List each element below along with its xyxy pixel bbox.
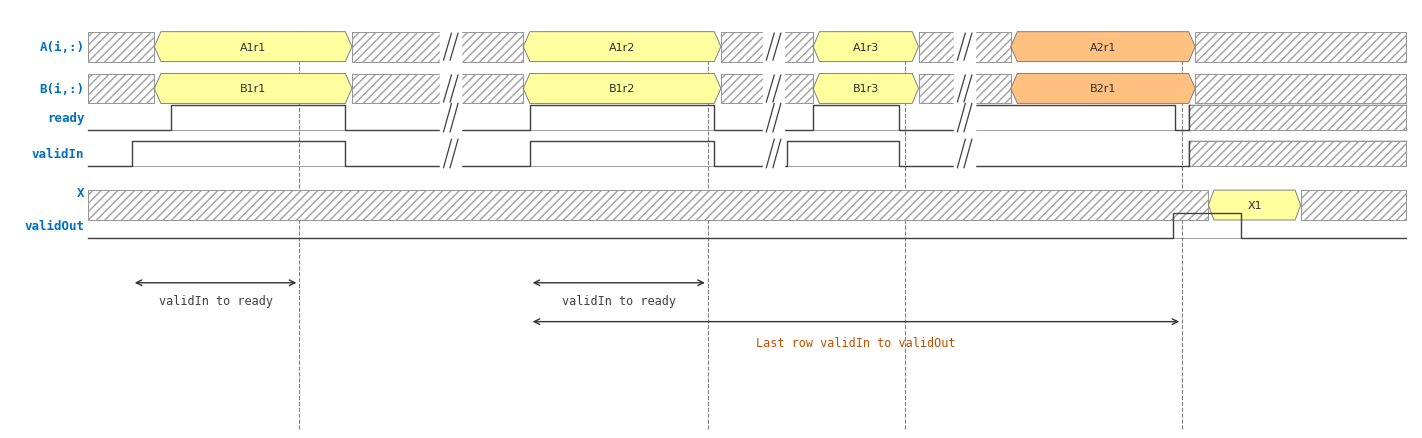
Text: ready: ready bbox=[47, 112, 84, 125]
FancyBboxPatch shape bbox=[919, 32, 1011, 63]
Polygon shape bbox=[1011, 74, 1196, 104]
FancyBboxPatch shape bbox=[721, 74, 813, 104]
Polygon shape bbox=[523, 74, 721, 104]
Polygon shape bbox=[813, 32, 919, 63]
Polygon shape bbox=[155, 32, 353, 63]
FancyBboxPatch shape bbox=[1196, 32, 1406, 63]
Text: B2r1: B2r1 bbox=[1089, 84, 1116, 94]
FancyBboxPatch shape bbox=[353, 32, 523, 63]
Text: B1r2: B1r2 bbox=[609, 84, 636, 94]
Polygon shape bbox=[155, 74, 353, 104]
Text: X1: X1 bbox=[1247, 201, 1261, 211]
FancyBboxPatch shape bbox=[88, 191, 1209, 220]
FancyBboxPatch shape bbox=[1196, 74, 1406, 104]
Text: B1r1: B1r1 bbox=[240, 84, 266, 94]
Polygon shape bbox=[1011, 32, 1196, 63]
Polygon shape bbox=[1209, 191, 1301, 220]
FancyBboxPatch shape bbox=[1189, 106, 1406, 131]
Text: B(i,:): B(i,:) bbox=[40, 83, 84, 96]
Text: A1r2: A1r2 bbox=[609, 42, 636, 53]
FancyBboxPatch shape bbox=[721, 32, 813, 63]
Text: A1r1: A1r1 bbox=[240, 42, 266, 53]
Polygon shape bbox=[813, 74, 919, 104]
Text: validOut: validOut bbox=[24, 219, 84, 232]
Text: validIn: validIn bbox=[31, 148, 84, 161]
FancyBboxPatch shape bbox=[1301, 191, 1406, 220]
Polygon shape bbox=[523, 32, 721, 63]
Text: A(i,:): A(i,:) bbox=[40, 41, 84, 54]
Text: X: X bbox=[77, 187, 84, 199]
FancyBboxPatch shape bbox=[919, 74, 1011, 104]
FancyBboxPatch shape bbox=[88, 74, 155, 104]
FancyBboxPatch shape bbox=[88, 32, 155, 63]
Text: validIn to ready: validIn to ready bbox=[159, 294, 273, 307]
Text: A2r1: A2r1 bbox=[1089, 42, 1116, 53]
FancyBboxPatch shape bbox=[1189, 141, 1406, 167]
FancyBboxPatch shape bbox=[353, 74, 523, 104]
Text: A1r3: A1r3 bbox=[853, 42, 879, 53]
Text: B1r3: B1r3 bbox=[853, 84, 879, 94]
Text: Last row validIn to validOut: Last row validIn to validOut bbox=[757, 336, 956, 349]
Text: validIn to ready: validIn to ready bbox=[562, 294, 675, 307]
